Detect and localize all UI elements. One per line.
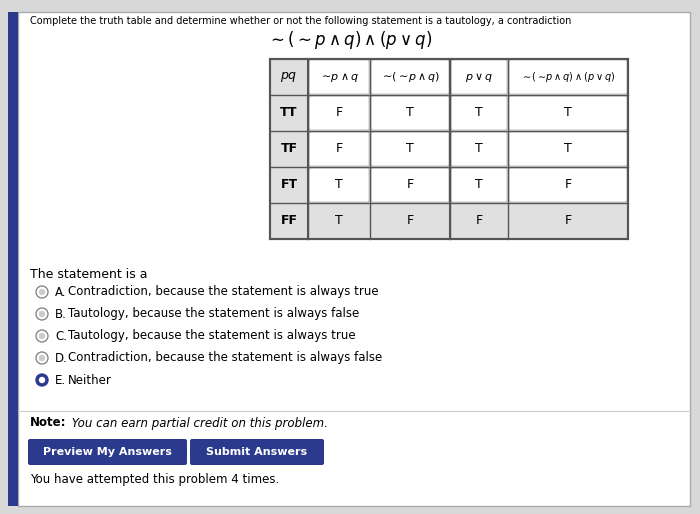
Text: FT: FT [281,178,297,192]
Text: T: T [564,106,572,119]
Bar [270,59,628,239]
Text: F: F [475,214,482,228]
FancyBboxPatch shape [309,60,369,94]
Text: F: F [564,214,572,228]
Circle shape [39,311,45,317]
FancyBboxPatch shape [309,132,369,166]
Circle shape [36,374,48,386]
Text: $\sim\!(\sim\!p \wedge q)$: $\sim\!(\sim\!p \wedge q)$ [380,70,440,84]
FancyBboxPatch shape [451,96,507,130]
Text: TF: TF [281,142,297,156]
FancyBboxPatch shape [28,439,187,465]
Text: Contradiction, because the statement is always false: Contradiction, because the statement is … [68,352,382,364]
Text: $p \vee q$: $p \vee q$ [465,70,493,83]
Text: T: T [475,178,483,192]
FancyBboxPatch shape [451,132,507,166]
FancyBboxPatch shape [451,168,507,202]
Text: F: F [407,178,414,192]
Circle shape [39,289,45,295]
Text: F: F [335,142,342,156]
Text: C.: C. [55,329,67,342]
Text: $pq$: $pq$ [280,70,298,84]
FancyBboxPatch shape [509,132,627,166]
Text: T: T [335,214,343,228]
Text: Neither: Neither [68,374,112,387]
Text: F: F [564,178,572,192]
Text: The statement is a: The statement is a [30,267,148,281]
Text: Contradiction, because the statement is always true: Contradiction, because the statement is … [68,285,379,299]
FancyBboxPatch shape [371,96,449,130]
Circle shape [39,356,45,360]
Text: E.: E. [55,374,66,387]
Text: Tautology, because the statement is always false: Tautology, because the statement is alwa… [68,307,359,321]
FancyBboxPatch shape [371,60,449,94]
Circle shape [39,334,45,339]
Text: You can earn partial credit on this problem.: You can earn partial credit on this prob… [68,416,328,430]
Text: D.: D. [55,352,68,364]
Text: T: T [564,142,572,156]
FancyBboxPatch shape [509,168,627,202]
Circle shape [39,377,45,382]
FancyBboxPatch shape [309,168,369,202]
Text: F: F [407,214,414,228]
Text: Tautology, because the statement is always true: Tautology, because the statement is alwa… [68,329,356,342]
Text: T: T [335,178,343,192]
Text: FF: FF [281,214,297,228]
Text: T: T [475,142,483,156]
Bar [8,12,18,506]
Text: F: F [335,106,342,119]
FancyBboxPatch shape [371,168,449,202]
Text: Note:: Note: [30,416,66,430]
Text: Submit Answers: Submit Answers [206,447,307,457]
FancyBboxPatch shape [509,96,627,130]
FancyBboxPatch shape [309,96,369,130]
Text: A.: A. [55,285,66,299]
Text: You have attempted this problem 4 times.: You have attempted this problem 4 times. [30,472,279,486]
Text: T: T [406,142,414,156]
FancyBboxPatch shape [451,60,507,94]
Text: Preview My Answers: Preview My Answers [43,447,172,457]
Text: Complete the truth table and determine whether or not the following statement is: Complete the truth table and determine w… [30,16,571,26]
Text: T: T [475,106,483,119]
FancyBboxPatch shape [509,60,627,94]
FancyBboxPatch shape [18,12,690,506]
Text: T: T [406,106,414,119]
Text: $\sim\!p \wedge q$: $\sim\!p \wedge q$ [319,70,359,83]
Text: $\sim(\sim p \wedge q) \wedge (p \vee q)$: $\sim(\sim p \wedge q) \wedge (p \vee q)… [267,29,433,51]
FancyBboxPatch shape [190,439,324,465]
FancyBboxPatch shape [371,132,449,166]
Text: B.: B. [55,307,67,321]
Text: $\sim\!(\sim\!p \wedge q) \wedge (p \vee q)$: $\sim\!(\sim\!p \wedge q) \wedge (p \vee… [521,70,615,84]
Text: TT: TT [280,106,298,119]
